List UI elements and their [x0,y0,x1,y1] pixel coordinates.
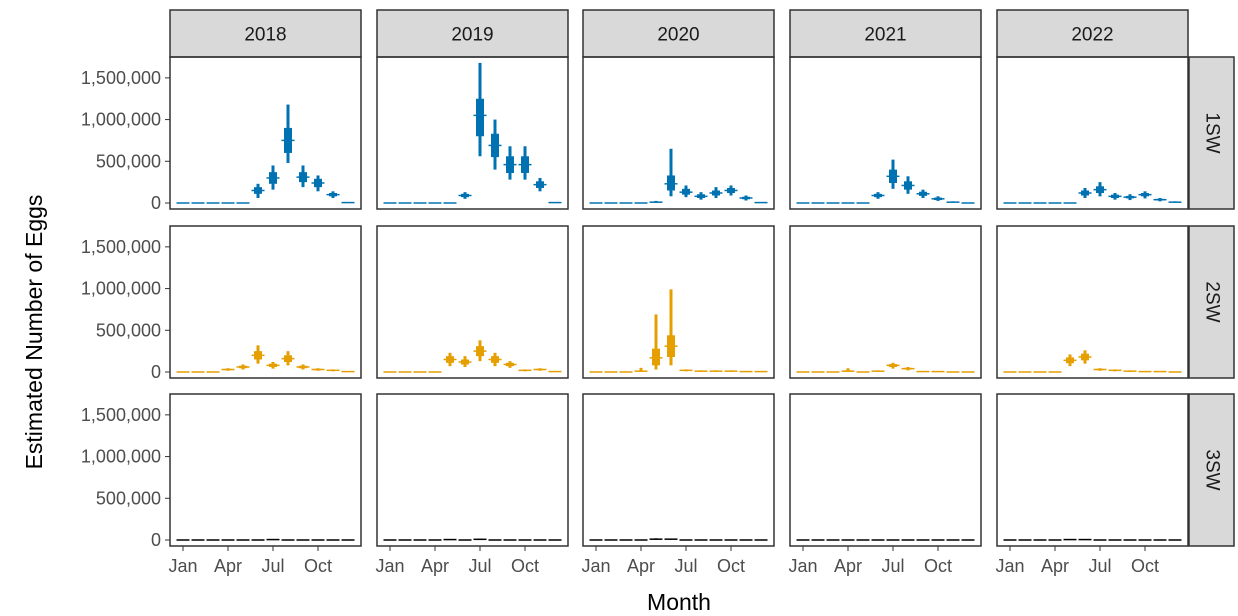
x-tick-label: Oct [1131,556,1159,576]
strip-label-2018: 2018 [244,25,286,46]
y-tick-label: 1,000,000 [81,279,161,299]
panel-1SW-2018 [169,56,362,210]
strip-label-2022: 2022 [1071,25,1113,46]
strip-year-2020 [582,9,775,58]
y-tick-label: 500,000 [96,488,161,508]
panel-2SW-2020 [582,225,775,379]
y-axis-title: Estimated Number of Eggs [21,195,47,470]
x-tick-label: Apr [1041,556,1069,576]
x-tick-label: Oct [511,556,539,576]
strip-row-2SW [1188,225,1235,379]
x-tick-label: Jul [468,556,491,576]
y-tick-label: 0 [151,362,161,382]
x-tick-label: Jan [581,556,610,576]
x-tick-label: Jan [375,556,404,576]
panel-3SW-2021 [789,393,982,547]
x-axis-title: Month [647,589,711,615]
strip-row-3SW [1188,393,1235,547]
y-tick-label: 1,000,000 [81,447,161,467]
strip-row-1SW [1188,56,1235,210]
panel-1SW-2020 [582,56,775,210]
y-tick-label: 0 [151,193,161,213]
x-tick-label: Jul [674,556,697,576]
y-tick-label: 0 [151,530,161,550]
y-tick-label: 500,000 [96,151,161,171]
strip-label-2019: 2019 [451,25,493,46]
panel-2SW-2019 [376,225,569,379]
panel-1SW-2022 [996,56,1189,210]
panel-1SW-2021 [789,56,982,210]
strip-label-3SW: 3SW [1201,449,1222,490]
x-tick-label: Apr [627,556,655,576]
x-tick-label: Jul [1088,556,1111,576]
panel-1SW-2019 [376,56,569,210]
strip-label-2020: 2020 [657,25,699,46]
x-tick-label: Apr [834,556,862,576]
strip-year-2018 [169,9,362,58]
x-tick-label: Jan [168,556,197,576]
x-tick-label: Oct [304,556,332,576]
panel-3SW-2022 [996,393,1189,547]
strip-label-1SW: 1SW [1201,112,1222,153]
panel-3SW-2019 [376,393,569,547]
panel-2SW-2018 [169,225,362,379]
y-tick-label: 1,500,000 [81,68,161,88]
strip-label-2021: 2021 [864,25,906,46]
x-tick-label: Jan [995,556,1024,576]
panel-2SW-2021 [789,225,982,379]
panel-3SW-2020 [582,393,775,547]
x-tick-label: Jul [261,556,284,576]
x-tick-label: Apr [421,556,449,576]
strip-label-2SW: 2SW [1201,281,1222,322]
y-tick-label: 1,500,000 [81,237,161,257]
x-tick-label: Apr [214,556,242,576]
x-tick-label: Oct [924,556,952,576]
y-tick-label: 500,000 [96,320,161,340]
y-tick-label: 1,500,000 [81,405,161,425]
x-tick-label: Oct [717,556,745,576]
y-tick-label: 1,000,000 [81,110,161,130]
strip-year-2019 [376,9,569,58]
strip-year-2021 [789,9,982,58]
panel-3SW-2018 [169,393,362,547]
panel-2SW-2022 [996,225,1189,379]
x-tick-label: Jan [788,556,817,576]
x-tick-label: Jul [881,556,904,576]
